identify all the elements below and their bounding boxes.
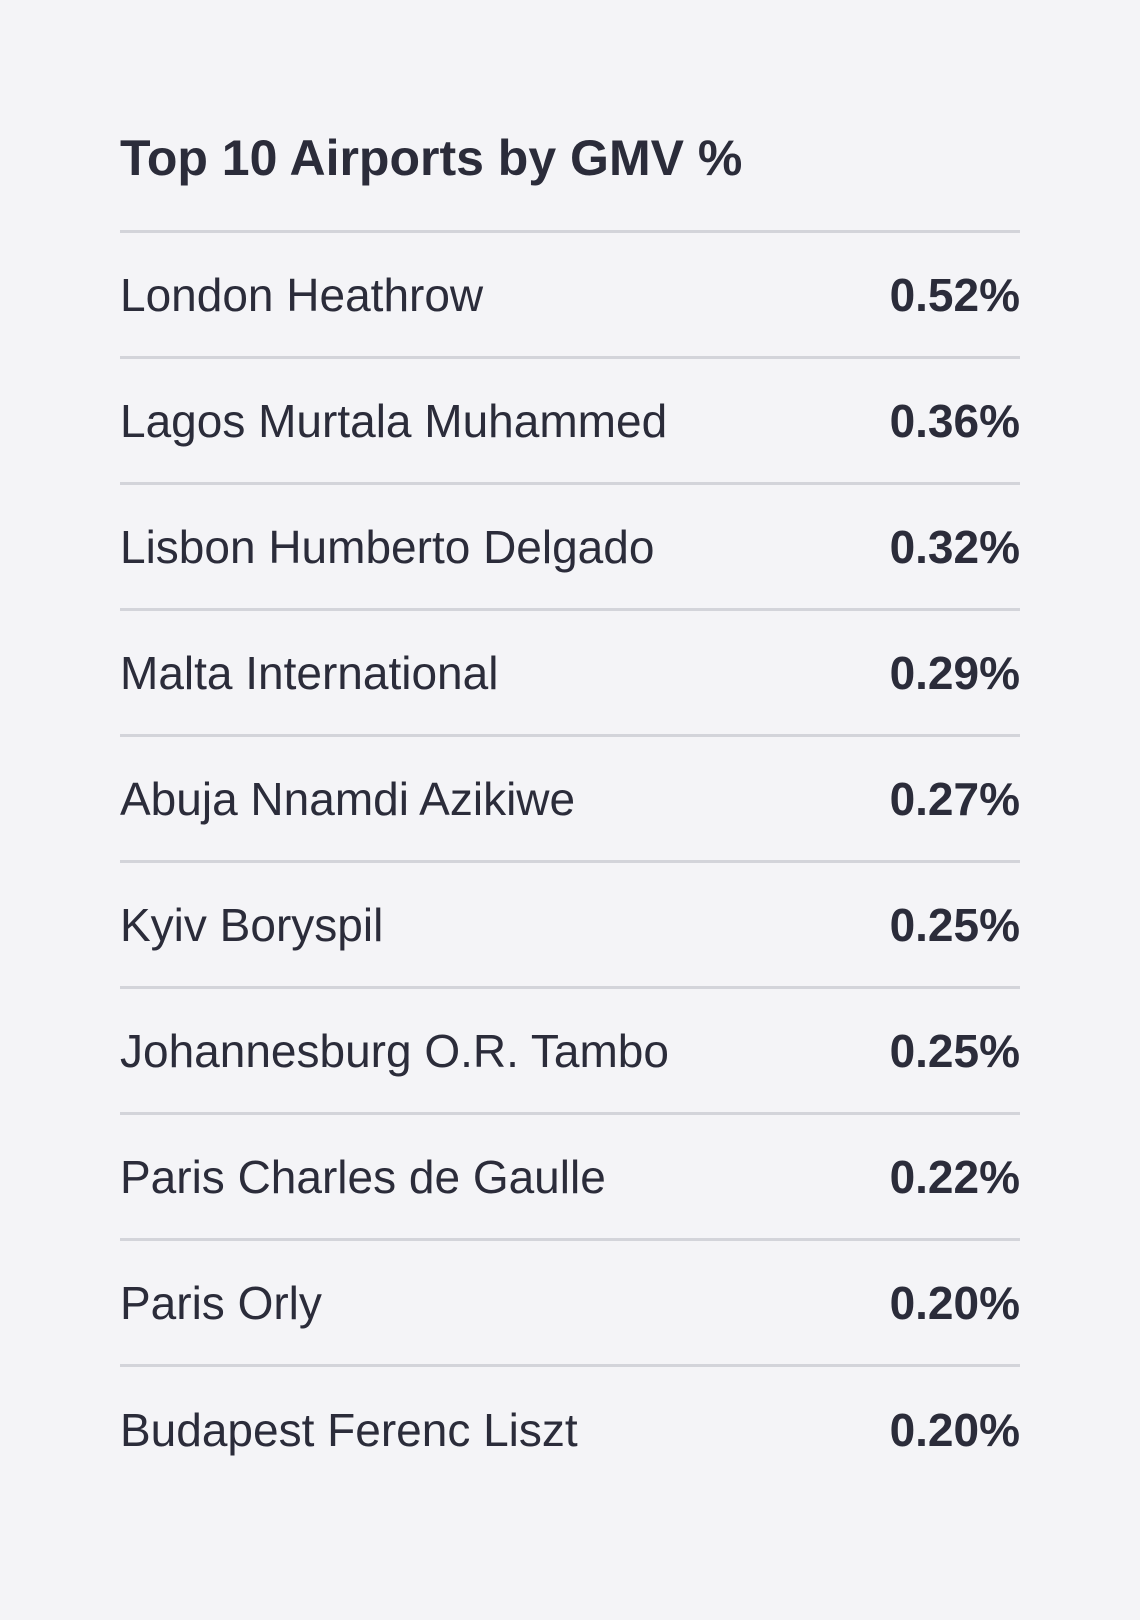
list-item: Lisbon Humberto Delgado 0.32% <box>120 485 1020 611</box>
list-item: London Heathrow 0.52% <box>120 233 1020 359</box>
airport-name: Malta International <box>120 646 499 699</box>
airport-name: Johannesburg O.R. Tambo <box>120 1024 669 1077</box>
airport-name: Paris Orly <box>120 1276 322 1329</box>
gmv-percent: 0.32% <box>889 520 1020 573</box>
list-item: Lagos Murtala Muhammed 0.36% <box>120 359 1020 485</box>
airport-list: London Heathrow 0.52% Lagos Murtala Muha… <box>120 230 1020 1493</box>
airport-name: Lisbon Humberto Delgado <box>120 520 655 573</box>
list-item: Budapest Ferenc Liszt 0.20% <box>120 1367 1020 1493</box>
gmv-percent: 0.25% <box>889 1024 1020 1077</box>
gmv-percent: 0.20% <box>889 1276 1020 1329</box>
gmv-percent: 0.20% <box>889 1404 1020 1456</box>
gmv-percent: 0.36% <box>889 394 1020 447</box>
airport-name: Lagos Murtala Muhammed <box>120 394 668 447</box>
gmv-percent: 0.52% <box>889 268 1020 321</box>
list-item: Abuja Nnamdi Azikiwe 0.27% <box>120 737 1020 863</box>
list-item: Malta International 0.29% <box>120 611 1020 737</box>
card-title: Top 10 Airports by GMV % <box>120 130 743 186</box>
gmv-percent: 0.22% <box>889 1150 1020 1203</box>
gmv-percent: 0.29% <box>889 646 1020 699</box>
list-item: Kyiv Boryspil 0.25% <box>120 863 1020 989</box>
gmv-percent: 0.27% <box>889 772 1020 825</box>
airports-card: Top 10 Airports by GMV % London Heathrow… <box>120 120 1020 1493</box>
gmv-percent: 0.25% <box>889 898 1020 951</box>
airport-name: London Heathrow <box>120 268 484 321</box>
airport-name: Abuja Nnamdi Azikiwe <box>120 772 576 825</box>
list-item: Paris Charles de Gaulle 0.22% <box>120 1115 1020 1241</box>
list-item: Johannesburg O.R. Tambo 0.25% <box>120 989 1020 1115</box>
airport-name: Kyiv Boryspil <box>120 898 384 951</box>
list-item: Paris Orly 0.20% <box>120 1241 1020 1367</box>
airport-name: Paris Charles de Gaulle <box>120 1150 606 1203</box>
airport-name: Budapest Ferenc Liszt <box>120 1404 578 1456</box>
